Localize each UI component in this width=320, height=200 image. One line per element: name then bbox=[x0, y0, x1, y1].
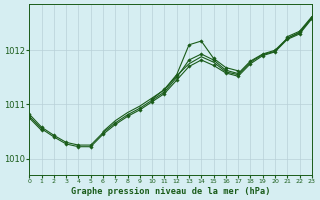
X-axis label: Graphe pression niveau de la mer (hPa): Graphe pression niveau de la mer (hPa) bbox=[71, 187, 270, 196]
